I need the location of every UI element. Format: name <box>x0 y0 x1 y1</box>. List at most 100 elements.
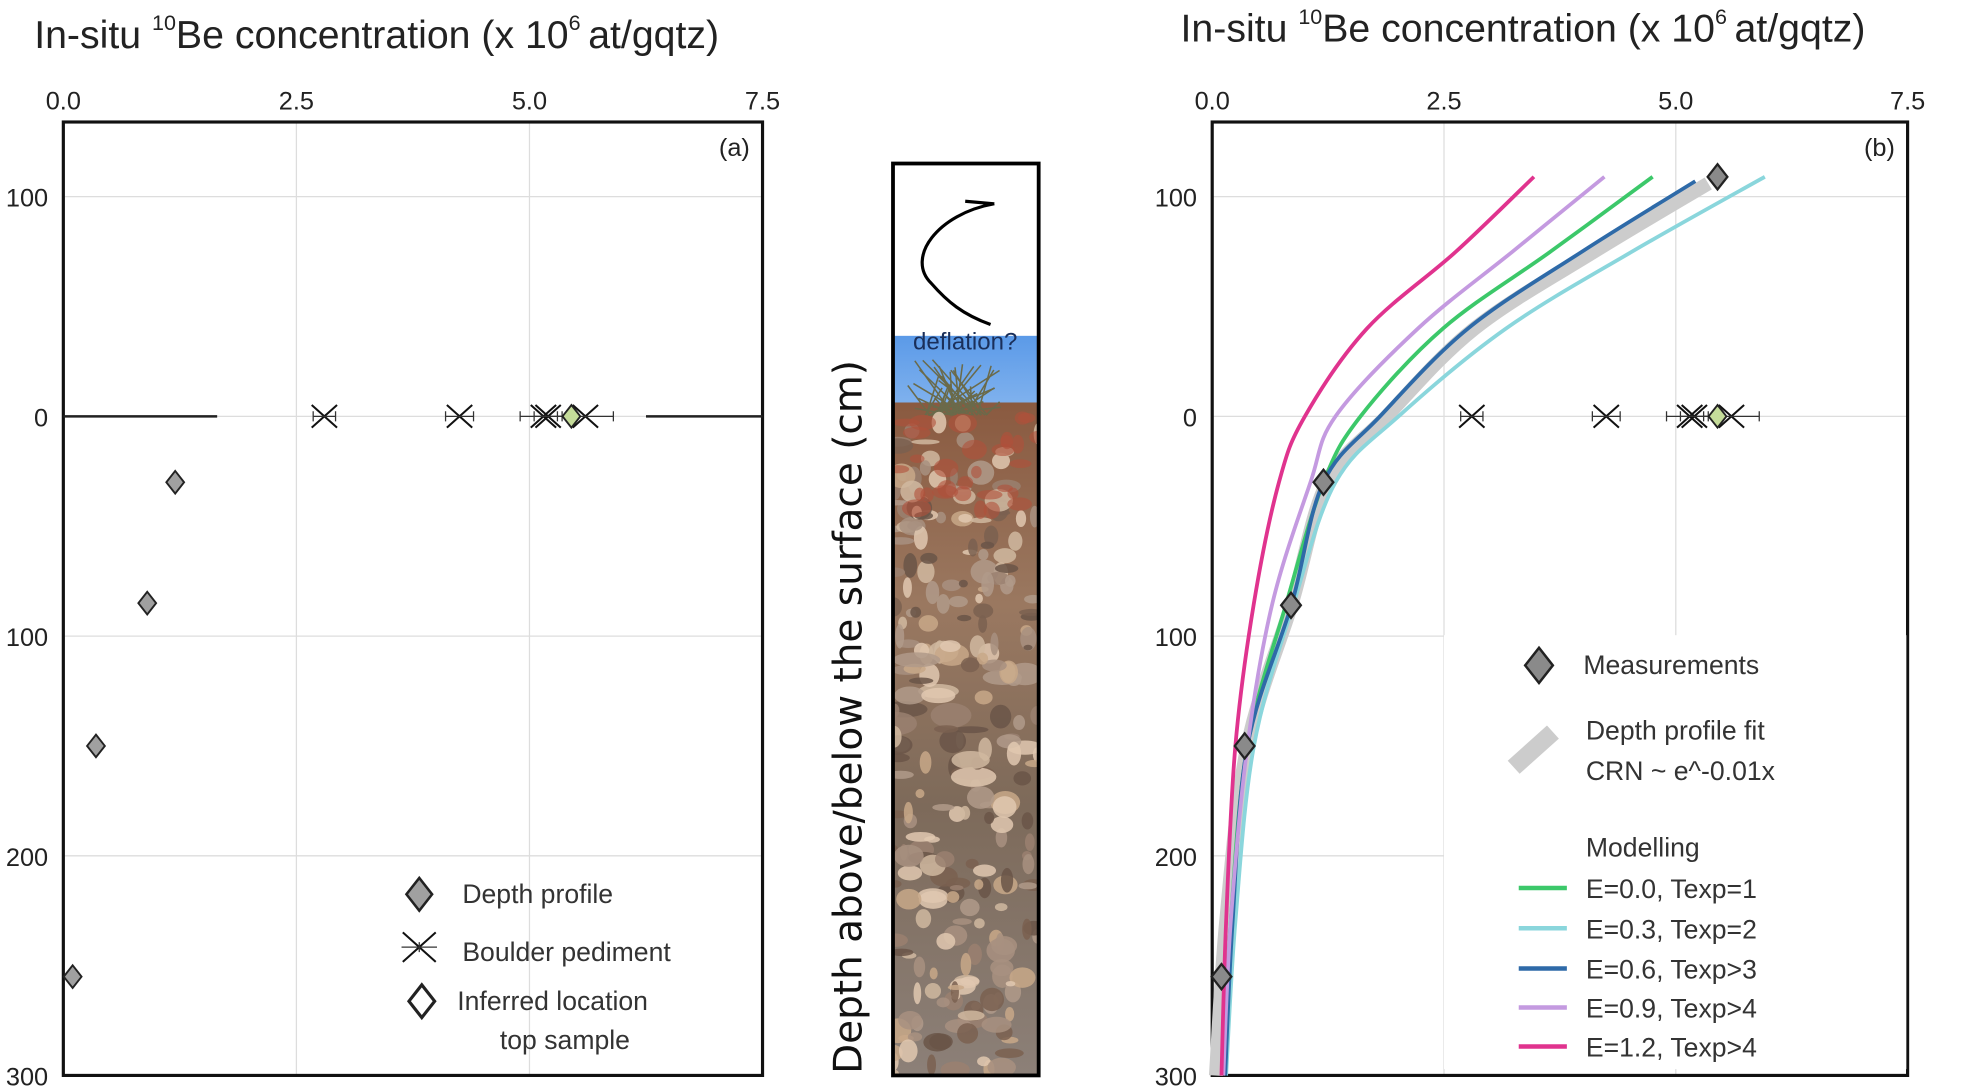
legend-label: Boulder pediment <box>462 937 671 967</box>
boulder-point <box>444 404 475 429</box>
rock <box>990 959 1014 977</box>
model-line <box>1219 175 1536 1076</box>
legend-title: Modelling <box>1586 833 1700 863</box>
x-tick-label: 0.0 <box>46 88 81 116</box>
measurement-point <box>1210 962 1233 992</box>
rock <box>932 804 955 811</box>
shrub-branch <box>985 401 1001 416</box>
rock <box>974 918 985 929</box>
rock <box>936 593 950 614</box>
rock <box>919 460 931 476</box>
y-tick-label: 100 <box>6 624 48 652</box>
rock <box>993 548 1017 564</box>
x-tick-label: 5.0 <box>1658 88 1693 116</box>
rock <box>980 541 995 549</box>
rock <box>978 548 989 561</box>
rock <box>1024 833 1035 852</box>
red-soil <box>1007 497 1032 511</box>
rock <box>960 657 980 673</box>
shrub-branch <box>965 369 995 416</box>
measurement-point <box>1233 731 1256 761</box>
y-tick-label: 200 <box>6 844 48 872</box>
y-axis-label: Depth above/below the surface (cm) <box>826 360 871 1074</box>
model-line <box>1221 175 1606 1076</box>
rock <box>939 729 967 754</box>
rock <box>982 659 1007 672</box>
y-tick-label: 100 <box>6 185 48 213</box>
shrub-branch <box>907 385 931 416</box>
red-soil <box>954 486 972 502</box>
rock <box>950 767 997 787</box>
measurement-point <box>1706 162 1729 192</box>
rock <box>1005 980 1016 987</box>
rock <box>1009 967 1036 988</box>
legend-label: Depth profile <box>462 879 613 909</box>
legend-label: E=0.0, Texp=1 <box>1586 874 1757 904</box>
legend-diamond-icon <box>1523 645 1555 686</box>
x-tick-label: 2.5 <box>279 88 314 116</box>
rock <box>1005 1006 1015 1022</box>
rock <box>1018 882 1038 890</box>
rock <box>893 948 914 956</box>
x-tick-label: 5.0 <box>512 88 547 116</box>
x-tick-label: 7.5 <box>745 88 780 116</box>
rock <box>977 652 989 665</box>
legend-label: top sample <box>500 1025 630 1055</box>
x-tick-label: 7.5 <box>1890 88 1925 116</box>
x-tick-label: 0.0 <box>1195 88 1230 116</box>
rock <box>958 579 968 588</box>
rock <box>981 1016 1012 1033</box>
rock <box>992 796 1017 818</box>
rock <box>951 750 990 770</box>
rock <box>1008 531 1023 551</box>
boulder-point <box>1702 404 1760 429</box>
rock <box>1021 812 1034 830</box>
red-soil <box>1009 459 1032 469</box>
rock <box>984 525 999 547</box>
rock <box>935 511 947 524</box>
y-tick-label: 0 <box>1183 404 1197 432</box>
red-soil <box>961 439 987 460</box>
boulder-point <box>1458 404 1486 429</box>
rock <box>1023 644 1033 651</box>
error-bar <box>1460 411 1484 422</box>
depth-profile-point <box>85 733 107 759</box>
rock <box>1013 715 1026 731</box>
rock <box>902 577 912 598</box>
rock <box>905 831 936 842</box>
shrub-branch <box>949 371 954 416</box>
shrub-branch <box>976 365 992 416</box>
rock <box>973 603 994 619</box>
plot-frame <box>1210 120 1910 1077</box>
rock <box>1022 853 1035 875</box>
rock <box>979 987 1005 1012</box>
rock <box>995 932 1005 951</box>
red-soil <box>976 490 1003 500</box>
rock <box>949 885 964 891</box>
deflation-label: deflation? <box>913 329 1017 356</box>
rock <box>894 686 926 705</box>
rock <box>984 811 995 824</box>
rock <box>1004 574 1016 587</box>
red-soil <box>920 487 934 503</box>
rock <box>1013 771 1032 786</box>
rock <box>960 952 972 976</box>
shrub-branch <box>914 407 953 416</box>
rock <box>994 903 1008 912</box>
rock <box>957 1010 985 1021</box>
rock <box>1018 608 1039 616</box>
rock <box>919 751 932 774</box>
measurement-point <box>1312 467 1335 497</box>
red-soil <box>974 500 987 519</box>
rock <box>990 816 1014 833</box>
legend-label: E=0.9, Texp>4 <box>1586 994 1757 1024</box>
legend-fit-swatch <box>1507 725 1559 774</box>
rock <box>977 1056 991 1067</box>
rock <box>946 891 960 903</box>
legend-a: Depth profile Boulder pediment Inferred lo… <box>401 875 671 1055</box>
rock <box>936 997 950 1008</box>
depth-profile-point <box>137 590 158 616</box>
red-soil <box>1029 430 1039 444</box>
